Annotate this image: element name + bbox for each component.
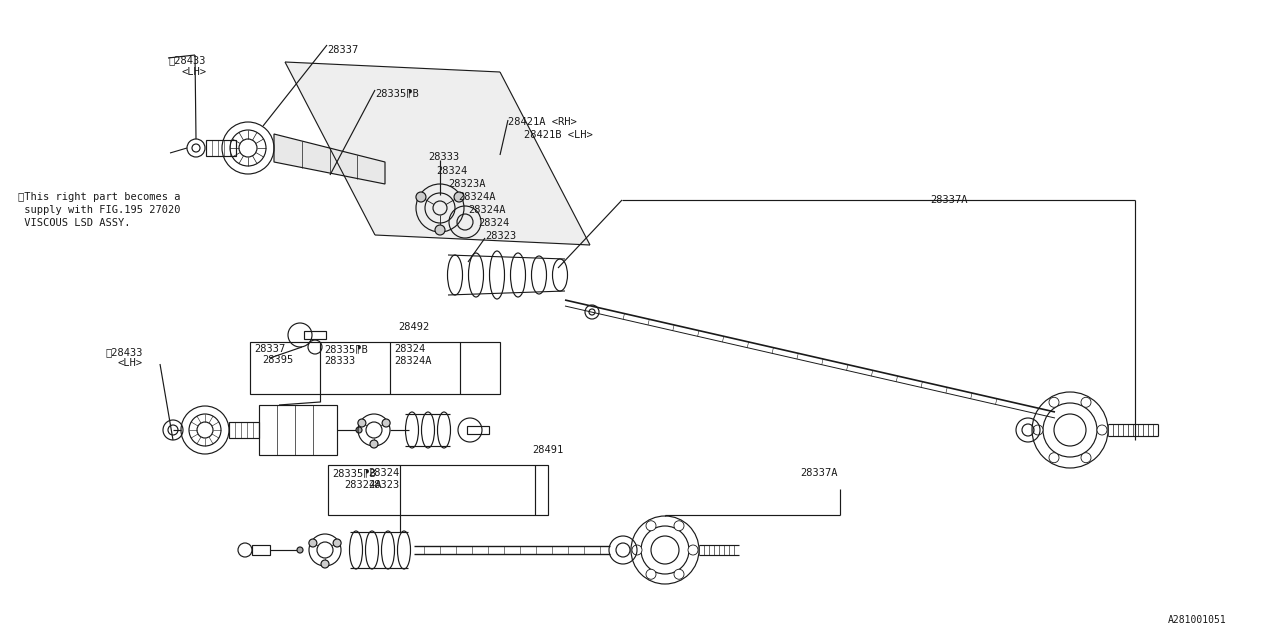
Polygon shape bbox=[285, 62, 590, 245]
Text: 28324A: 28324A bbox=[468, 205, 506, 215]
Text: 28324A: 28324A bbox=[394, 356, 431, 366]
Circle shape bbox=[358, 419, 366, 427]
Circle shape bbox=[1050, 452, 1059, 463]
Circle shape bbox=[1050, 397, 1059, 407]
Circle shape bbox=[435, 225, 445, 235]
Text: 28337A: 28337A bbox=[800, 468, 837, 478]
Text: supply with FIG.195 27020: supply with FIG.195 27020 bbox=[18, 205, 180, 215]
Circle shape bbox=[416, 192, 426, 202]
Bar bbox=[206, 140, 236, 156]
Text: 28323A: 28323A bbox=[448, 179, 485, 189]
Circle shape bbox=[632, 545, 643, 555]
Circle shape bbox=[1097, 425, 1107, 435]
Circle shape bbox=[1082, 397, 1091, 407]
Circle shape bbox=[646, 521, 657, 531]
Text: 28337A: 28337A bbox=[931, 195, 968, 205]
Circle shape bbox=[321, 560, 329, 568]
Text: 28324: 28324 bbox=[436, 166, 467, 176]
Text: 28333: 28333 bbox=[324, 356, 356, 366]
Bar bbox=[229, 422, 259, 438]
Text: 28324: 28324 bbox=[369, 468, 399, 478]
Bar bbox=[250, 342, 500, 394]
Circle shape bbox=[308, 539, 317, 547]
Text: VISCOUS LSD ASSY.: VISCOUS LSD ASSY. bbox=[18, 218, 131, 228]
Text: 28337: 28337 bbox=[326, 45, 358, 55]
Circle shape bbox=[1033, 425, 1043, 435]
Text: A281001051: A281001051 bbox=[1169, 615, 1226, 625]
Circle shape bbox=[675, 569, 684, 579]
Text: 28324A: 28324A bbox=[458, 192, 495, 202]
Text: ※This right part becomes a: ※This right part becomes a bbox=[18, 192, 180, 202]
Circle shape bbox=[454, 192, 465, 202]
Bar bbox=[328, 465, 548, 515]
Circle shape bbox=[689, 545, 698, 555]
Text: 28492: 28492 bbox=[398, 322, 429, 332]
Text: 28324A: 28324A bbox=[344, 480, 381, 490]
Circle shape bbox=[333, 539, 342, 547]
Circle shape bbox=[1082, 452, 1091, 463]
Circle shape bbox=[646, 569, 657, 579]
Text: ※28433: ※28433 bbox=[168, 55, 206, 65]
Bar bbox=[467, 426, 489, 434]
Text: 28491: 28491 bbox=[532, 445, 563, 455]
Text: 28335⁋B: 28335⁋B bbox=[375, 88, 419, 98]
Text: 28333: 28333 bbox=[428, 152, 460, 162]
Circle shape bbox=[370, 440, 378, 448]
Text: ※28433: ※28433 bbox=[105, 347, 142, 357]
Bar bbox=[305, 331, 326, 339]
Text: <LH>: <LH> bbox=[180, 67, 206, 77]
Bar bbox=[259, 405, 337, 455]
Text: 28323: 28323 bbox=[485, 231, 516, 241]
Text: 28323: 28323 bbox=[369, 480, 399, 490]
Text: 28421A <RH>: 28421A <RH> bbox=[508, 117, 577, 127]
Bar bbox=[252, 545, 270, 555]
Text: <LH>: <LH> bbox=[118, 358, 143, 368]
Text: 28335⁋B: 28335⁋B bbox=[324, 344, 367, 354]
Polygon shape bbox=[274, 134, 385, 184]
Circle shape bbox=[297, 547, 303, 553]
Circle shape bbox=[356, 427, 362, 433]
Circle shape bbox=[675, 521, 684, 531]
Text: 28324: 28324 bbox=[394, 344, 425, 354]
Text: 28421B <LH>: 28421B <LH> bbox=[524, 130, 593, 140]
Circle shape bbox=[383, 419, 390, 427]
Text: 28395: 28395 bbox=[262, 355, 293, 365]
Text: 28337: 28337 bbox=[253, 344, 285, 354]
Text: 28324: 28324 bbox=[477, 218, 509, 228]
Text: 28335⁋B: 28335⁋B bbox=[332, 468, 376, 478]
